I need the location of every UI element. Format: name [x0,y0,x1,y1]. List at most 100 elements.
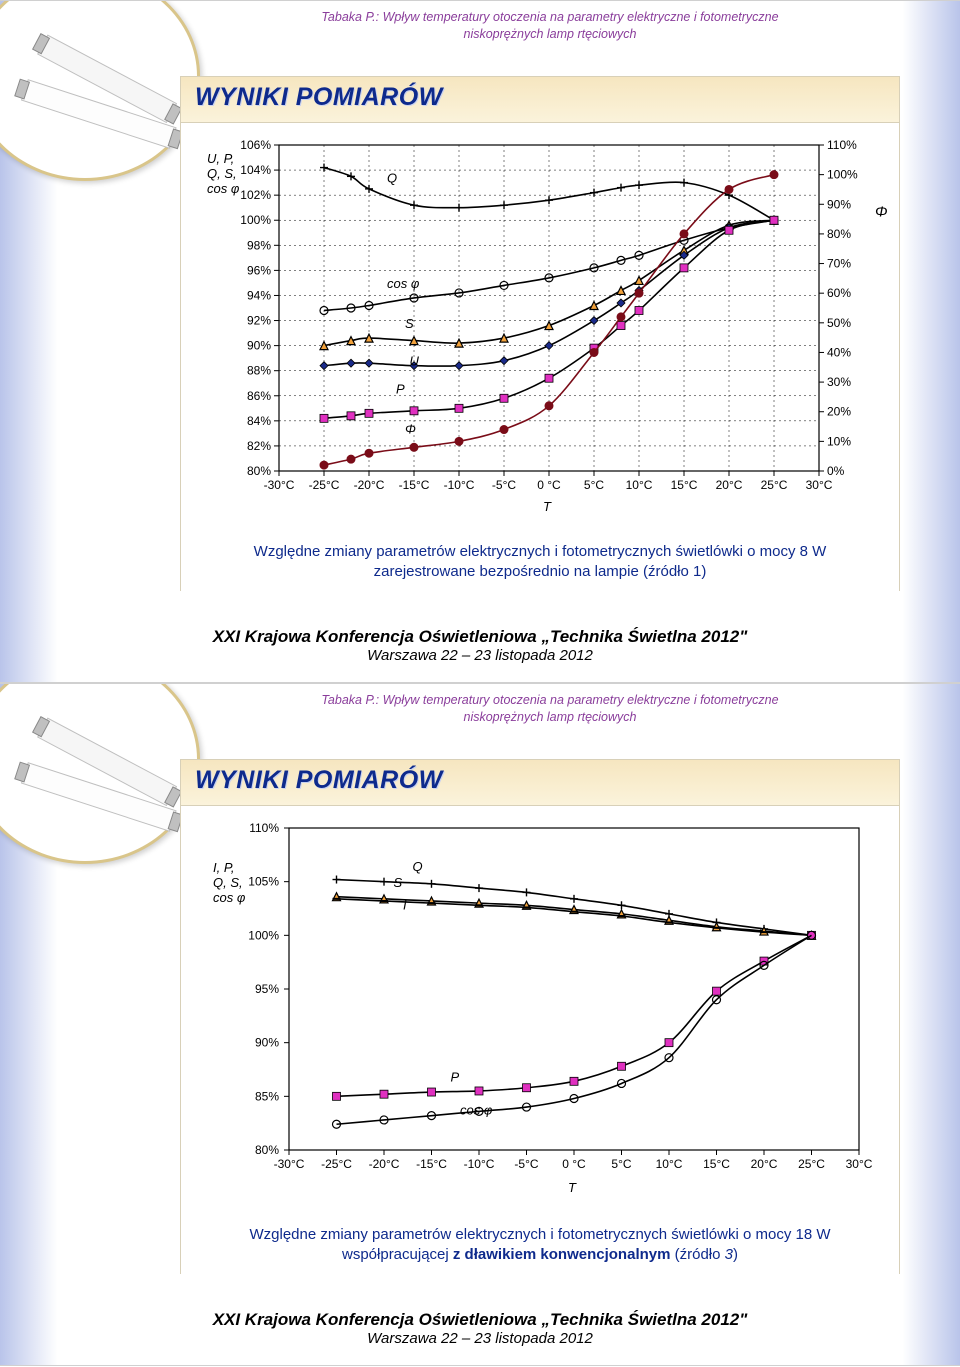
svg-text:-20°C: -20°C [369,1157,400,1171]
svg-text:94%: 94% [247,288,271,302]
footer-line1: XXI Krajowa Konferencja Oświetleniowa „T… [0,1310,960,1330]
svg-text:-30°C: -30°C [274,1157,305,1171]
svg-text:10°C: 10°C [626,478,653,492]
svg-text:20%: 20% [827,405,851,419]
svg-text:90%: 90% [255,1036,279,1050]
svg-text:P: P [451,1069,460,1084]
svg-text:100%: 100% [248,928,279,942]
chart-caption: Względne zmiany parametrów elektrycznych… [201,542,879,583]
svg-text:10%: 10% [827,434,851,448]
svg-text:30%: 30% [827,375,851,389]
svg-text:60%: 60% [827,286,851,300]
svg-text:15°C: 15°C [671,478,698,492]
svg-text:Φ: Φ [405,421,416,436]
svg-text:85%: 85% [255,1089,279,1103]
slide-footer: XXI Krajowa Konferencja Oświetleniowa „T… [0,1310,960,1347]
svg-text:105%: 105% [248,875,279,889]
panel-title: WYNIKI POMIARÓW [195,83,885,112]
svg-text:0 °C: 0 °C [562,1157,586,1171]
svg-text:40%: 40% [827,345,851,359]
header-line1: Tabaka P.: Wpływ temperatury otoczenia n… [321,10,778,24]
svg-text:cos φ: cos φ [213,890,246,905]
svg-text:I, P,: I, P, [213,860,234,875]
panel-header: WYNIKI POMIARÓW [181,77,899,123]
slide-footer: XXI Krajowa Konferencja Oświetleniowa „T… [0,627,960,664]
svg-text:86%: 86% [247,389,271,403]
slide-2: Tabaka P.: Wpływ temperatury otoczenia n… [0,683,960,1366]
svg-text:Q, S,: Q, S, [207,166,237,181]
svg-text:84%: 84% [247,414,271,428]
svg-text:104%: 104% [240,163,271,177]
footer-line2: Warszawa 22 – 23 listopada 2012 [0,647,960,664]
footer-line1: XXI Krajowa Konferencja Oświetleniowa „T… [0,627,960,647]
header-line1: Tabaka P.: Wpływ temperatury otoczenia n… [321,693,778,707]
svg-text:15°C: 15°C [703,1157,730,1171]
svg-text:10°C: 10°C [656,1157,683,1171]
svg-text:20°C: 20°C [751,1157,778,1171]
svg-text:90%: 90% [827,197,851,211]
svg-text:80%: 80% [255,1143,279,1157]
slide-header: Tabaka P.: Wpływ temperatury otoczenia n… [200,9,900,43]
svg-text:102%: 102% [240,188,271,202]
svg-text:Q: Q [387,171,397,186]
panel-body: -30°C -25°C -20°C -15°C -10°C -5°C 0 °C 5°C 10°C… [181,806,899,1275]
svg-text:cos φ: cos φ [460,1103,493,1118]
svg-text:98%: 98% [247,238,271,252]
svg-text:0%: 0% [827,464,845,478]
svg-text:-15°C: -15°C [399,478,430,492]
chart-2: -30°C -25°C -20°C -15°C -10°C -5°C 0 °C 5°C 10°C… [189,810,889,1200]
svg-text:-25°C: -25°C [309,478,340,492]
corner-illustration [0,0,200,181]
svg-text:82%: 82% [247,439,271,453]
svg-text:25°C: 25°C [761,478,788,492]
svg-text:92%: 92% [247,314,271,328]
svg-text:110%: 110% [827,138,857,152]
svg-text:88%: 88% [247,364,271,378]
svg-text:P: P [396,381,405,396]
footer-line2: Warszawa 22 – 23 listopada 2012 [0,1330,960,1347]
svg-text:30°C: 30°C [846,1157,873,1171]
svg-text:95%: 95% [255,982,279,996]
svg-text:106%: 106% [240,138,271,152]
svg-text:I: I [403,898,407,913]
svg-text:-5°C: -5°C [514,1157,538,1171]
svg-text:Q, S,: Q, S, [213,875,243,890]
header-line2: niskoprężnych lamp rtęciowych [464,710,637,724]
svg-text:-25°C: -25°C [321,1157,352,1171]
svg-text:-5°C: -5°C [492,478,516,492]
svg-text:70%: 70% [827,257,851,271]
svg-text:cos φ: cos φ [207,181,240,196]
svg-text:T: T [568,1180,577,1195]
content-panel: WYNIKI POMIARÓW -30°C -25°C -20°C -15°C -10°… [180,759,900,1274]
panel-header: WYNIKI POMIARÓW [181,760,899,806]
svg-text:-20°C: -20°C [354,478,385,492]
svg-text:100%: 100% [827,168,858,182]
svg-text:96%: 96% [247,263,271,277]
svg-text:-10°C: -10°C [464,1157,495,1171]
slide-header: Tabaka P.: Wpływ temperatury otoczenia n… [200,692,900,726]
svg-text:S: S [394,875,403,890]
panel-body: -30°C-25°C-20°C-15°C-10°C-5°C0 °C5°C10°C… [181,123,899,592]
svg-text:S: S [405,316,414,331]
svg-text:5°C: 5°C [611,1157,631,1171]
svg-text:cos φ: cos φ [387,276,420,291]
svg-text:5°C: 5°C [584,478,604,492]
svg-text:-10°C: -10°C [444,478,475,492]
svg-text:Φ: Φ [875,204,888,221]
header-line2: niskoprężnych lamp rtęciowych [464,27,637,41]
content-panel: WYNIKI POMIARÓW -30°C-25°C-20°C-15°C-10°… [180,76,900,591]
svg-text:25°C: 25°C [798,1157,825,1171]
svg-text:100%: 100% [240,213,271,227]
svg-text:20°C: 20°C [716,478,743,492]
svg-text:T: T [543,499,552,514]
svg-text:U, P,: U, P, [207,151,234,166]
slide-1: Tabaka P.: Wpływ temperatury otoczenia n… [0,0,960,683]
panel-title: WYNIKI POMIARÓW [195,766,885,795]
chart-caption: Względne zmiany parametrów elektrycznych… [201,1225,879,1266]
svg-text:50%: 50% [827,316,851,330]
svg-text:80%: 80% [247,464,271,478]
svg-text:110%: 110% [249,821,279,835]
svg-text:-15°C: -15°C [416,1157,447,1171]
svg-text:0 °C: 0 °C [537,478,561,492]
svg-text:Q: Q [413,859,423,874]
